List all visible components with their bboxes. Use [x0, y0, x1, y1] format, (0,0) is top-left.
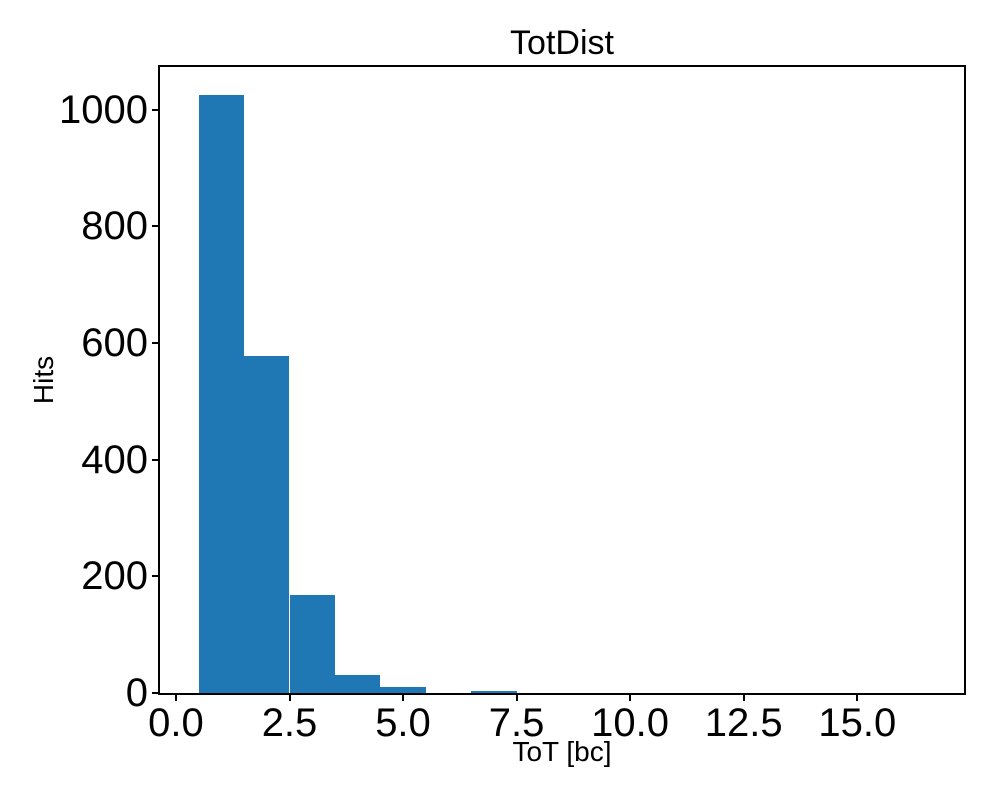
y-tick-label: 600 [81, 321, 148, 365]
x-tick-label: 15.0 [818, 701, 897, 745]
y-tick-mark [152, 458, 160, 461]
x-tick-mark [742, 693, 745, 701]
histogram-bar [471, 691, 517, 693]
y-tick-label: 0 [125, 671, 148, 715]
y-tick-label: 800 [81, 204, 148, 249]
histogram-bar [334, 674, 381, 693]
y-axis-label: Hits [28, 355, 59, 405]
histogram-bar [198, 95, 244, 693]
bars-layer [160, 67, 964, 693]
histogram-bar [380, 687, 426, 693]
chart-title: TotDist [510, 24, 614, 62]
x-tick-mark [629, 693, 632, 701]
x-axis-label: ToT [bc] [512, 736, 612, 767]
x-tick-label: 0.0 [148, 701, 204, 745]
x-tick-label: 5.0 [375, 701, 431, 745]
x-tick-mark [402, 693, 404, 701]
histogram-bar [289, 595, 335, 693]
plot-area [158, 65, 966, 695]
x-tick-label: 12.5 [704, 701, 783, 745]
x-tick-mark [515, 693, 518, 701]
x-tick-mark [174, 693, 177, 701]
y-tick-mark [152, 108, 160, 111]
x-tick-mark [288, 693, 291, 701]
y-tick-label: 200 [81, 554, 148, 599]
x-tick-mark [856, 693, 859, 701]
x-tick-label: 2.5 [261, 701, 318, 745]
y-tick-mark [152, 692, 160, 694]
y-tick-mark [152, 342, 160, 344]
histogram-bar [244, 355, 290, 693]
y-tick-mark [152, 225, 160, 228]
y-tick-label: 1000 [59, 87, 148, 132]
y-tick-label: 400 [81, 437, 148, 482]
x-tick-label: 10.0 [591, 701, 670, 745]
x-tick-label: 7.5 [488, 701, 545, 745]
y-tick-mark [152, 575, 160, 578]
